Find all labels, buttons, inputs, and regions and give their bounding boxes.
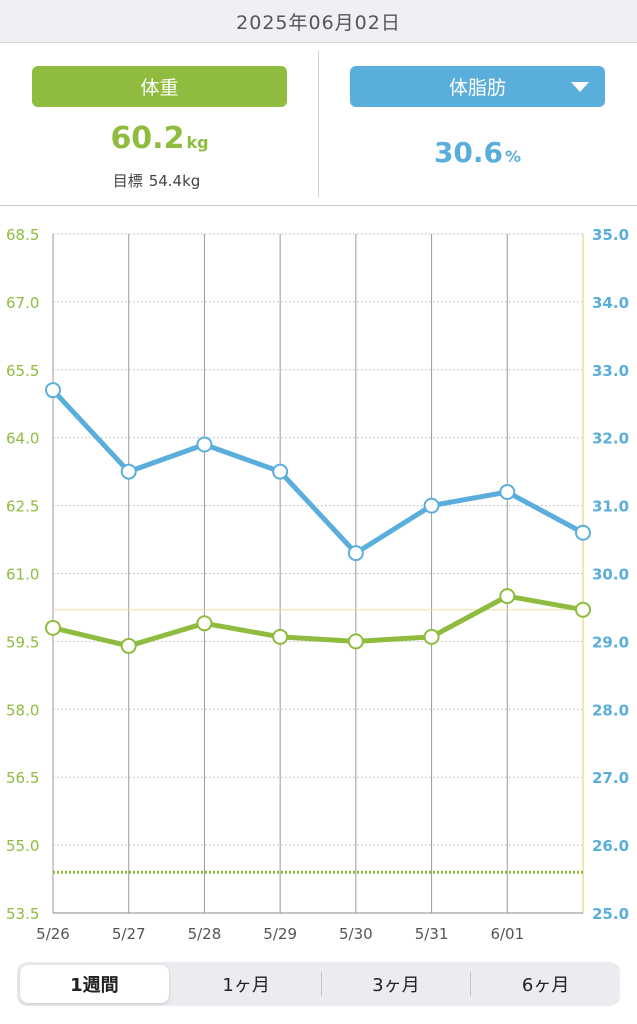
y-left-tick-label: 64.0	[6, 430, 39, 448]
body-fat-value: 30.6%	[350, 136, 605, 169]
body-fat-tab-label: 体脂肪	[448, 77, 506, 99]
period-tab-label: 6ヶ月	[521, 975, 570, 996]
y-left-tick-label: 59.5	[6, 633, 39, 651]
weight-data-point	[45, 619, 61, 636]
y-left-tick-label: 62.5	[6, 498, 39, 516]
x-tick-label: 5/26	[36, 925, 70, 943]
weight-tab-button[interactable]: 体重	[32, 66, 287, 107]
weight-value: 60.2 kg	[32, 121, 287, 156]
weight-number: 60.2	[110, 121, 185, 156]
body-fat-data-point	[499, 484, 516, 501]
y-left-tick-label: 65.5	[6, 362, 39, 380]
y-left-tick-label: 68.5	[6, 226, 39, 244]
weight-data-point	[347, 633, 364, 650]
body-fat-data-point	[423, 497, 440, 514]
weight-data-point	[499, 588, 516, 605]
y-right-tick-label: 27.0	[592, 769, 629, 787]
weight-series-line	[50, 593, 586, 649]
weight-data-point	[196, 615, 213, 632]
period-tab-1-week[interactable]: 1週間	[20, 965, 169, 1003]
body-fat-number: 30.6	[433, 136, 504, 169]
y-right-tick-label: 25.0	[592, 905, 629, 923]
y-right-tick-label: 28.0	[592, 701, 629, 719]
y-right-tick-label: 30.0	[592, 566, 629, 584]
body-fat-unit: %	[505, 147, 522, 166]
period-tab-label: 1週間	[70, 975, 119, 996]
y-right-tick-label: 34.0	[592, 294, 629, 312]
segment-separator	[470, 972, 472, 996]
y-right-tick-label: 26.0	[592, 837, 629, 855]
weight-data-point	[575, 601, 591, 618]
period-selector: 1週間 1ヶ月 3ヶ月 6ヶ月	[17, 962, 620, 1006]
period-tab-1-month[interactable]: 1ヶ月	[172, 965, 321, 1003]
y-left-tick-label: 56.5	[6, 769, 39, 787]
caret-down-icon	[571, 82, 589, 92]
x-tick-label: 5/29	[263, 925, 297, 943]
weight-data-point	[423, 628, 440, 645]
current-date: 2025年06月02日	[236, 11, 401, 34]
period-tab-6-months[interactable]: 6ヶ月	[471, 965, 620, 1003]
weight-data-point	[272, 628, 289, 645]
y-left-tick-label: 55.0	[6, 837, 39, 855]
weight-body-fat-chart: 68.5 35.0 67.0 34.0 65.5 33.0 64.0 32.0 62.5 31.0…	[6, 226, 629, 943]
metrics-panel: 体重 60.2 kg 目標 54.4kg 体脂肪 30.6%	[0, 43, 637, 206]
goal-weight: 目標 54.4kg	[32, 170, 287, 191]
y-left-tick-label: 61.0	[6, 566, 39, 584]
x-tick-label: 5/30	[339, 925, 373, 943]
period-tab-label: 3ヶ月	[372, 975, 420, 996]
segment-separator	[320, 972, 322, 996]
y-right-tick-label: 29.0	[592, 633, 629, 651]
body-fat-data-point	[120, 463, 137, 480]
body-fat-data-point	[272, 463, 289, 480]
body-fat-data-point	[575, 524, 591, 541]
period-tab-label: 1ヶ月	[222, 975, 270, 996]
weight-tab-label: 体重	[140, 77, 179, 99]
y-right-tick-label: 31.0	[592, 498, 629, 516]
x-tick-label: 5/27	[112, 925, 146, 943]
body-fat-dropdown-button[interactable]: 体脂肪	[350, 66, 605, 107]
x-tick-label: 5/28	[188, 925, 222, 943]
goal-value: 54.4kg	[148, 172, 201, 190]
date-header: 2025年06月02日	[0, 0, 637, 43]
metrics-divider	[318, 51, 319, 197]
period-tab-3-months[interactable]: 3ヶ月	[322, 965, 471, 1003]
body-fat-data-point	[196, 436, 213, 453]
body-fat-series-line	[50, 387, 586, 556]
y-right-tick-label: 32.0	[592, 430, 629, 448]
y-right-tick-label: 33.0	[592, 362, 629, 380]
body-fat-data-point	[347, 545, 364, 562]
weight-data-point	[120, 637, 137, 654]
goal-label: 目標	[112, 172, 143, 190]
y-left-tick-label: 53.5	[6, 905, 39, 923]
body-fat-data-point	[45, 382, 61, 399]
x-tick-label: 6/01	[490, 925, 524, 943]
weight-unit: kg	[186, 133, 209, 152]
y-left-tick-label: 58.0	[6, 701, 39, 719]
y-left-tick-label: 67.0	[6, 294, 39, 312]
y-right-tick-label: 35.0	[592, 226, 629, 244]
x-tick-label: 5/31	[415, 925, 449, 943]
